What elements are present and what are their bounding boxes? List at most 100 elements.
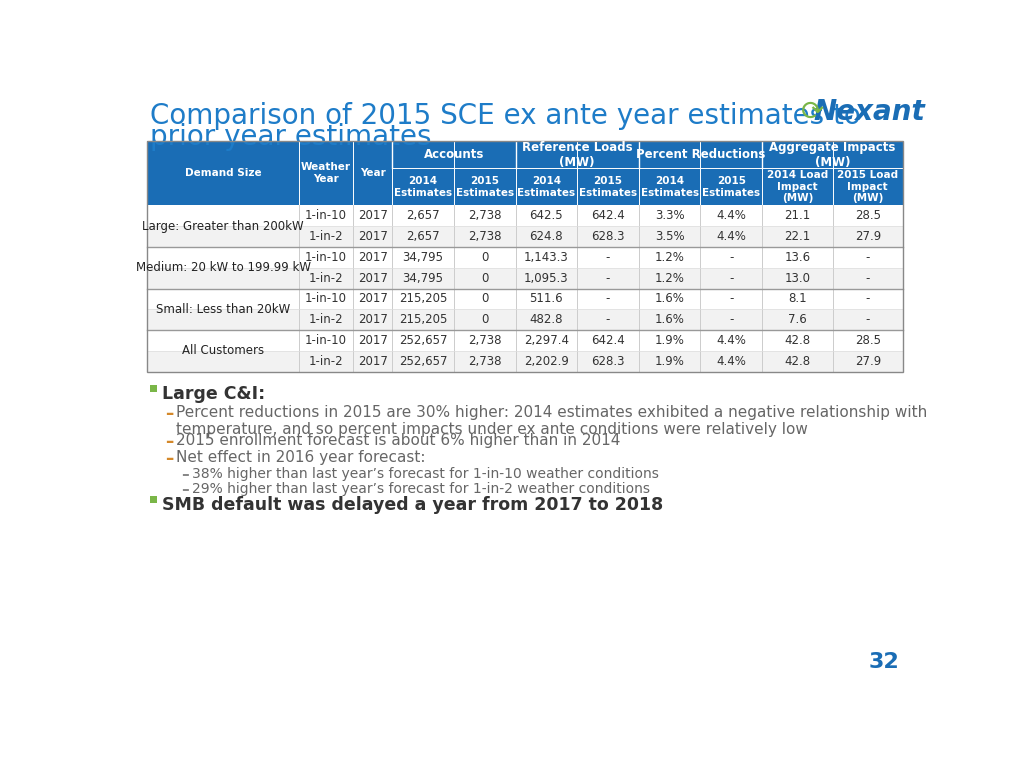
- Text: 2017: 2017: [358, 334, 388, 347]
- Text: Small: Less than 20kW: Small: Less than 20kW: [156, 303, 290, 316]
- Text: 2015 Load
Impact
(MW): 2015 Load Impact (MW): [838, 170, 898, 204]
- Bar: [147, 310, 903, 330]
- Text: 1.6%: 1.6%: [654, 313, 685, 326]
- Text: 1-in-2: 1-in-2: [309, 313, 343, 326]
- Text: 2017: 2017: [358, 251, 388, 264]
- Text: 3.3%: 3.3%: [654, 209, 684, 222]
- Text: 252,657: 252,657: [398, 355, 447, 368]
- Text: 215,205: 215,205: [398, 293, 447, 306]
- Bar: [147, 226, 903, 247]
- Text: –: –: [180, 467, 188, 482]
- Bar: [147, 268, 903, 289]
- Text: 1-in-2: 1-in-2: [309, 355, 343, 368]
- Text: 2014
Estimates: 2014 Estimates: [641, 176, 698, 197]
- Bar: [147, 141, 903, 372]
- Text: Nexant: Nexant: [813, 98, 925, 126]
- Text: Accounts: Accounts: [424, 148, 484, 161]
- Text: 628.3: 628.3: [591, 230, 625, 243]
- Text: 1-in-10: 1-in-10: [305, 293, 347, 306]
- Text: 215,205: 215,205: [398, 313, 447, 326]
- Text: Percent reductions in 2015 are 30% higher: 2014 estimates exhibited a negative r: Percent reductions in 2015 are 30% highe…: [176, 405, 928, 437]
- Text: -: -: [865, 272, 870, 285]
- Text: 2014
Estimates: 2014 Estimates: [394, 176, 452, 197]
- Text: -: -: [606, 251, 610, 264]
- Text: 2017: 2017: [358, 355, 388, 368]
- Text: 1-in-10: 1-in-10: [305, 334, 347, 347]
- Text: 2,738: 2,738: [468, 230, 502, 243]
- Text: 21.1: 21.1: [784, 209, 810, 222]
- Text: 1.6%: 1.6%: [654, 293, 685, 306]
- Text: 2,657: 2,657: [407, 209, 440, 222]
- Text: 1.2%: 1.2%: [654, 272, 685, 285]
- Text: Net effect in 2016 year forecast:: Net effect in 2016 year forecast:: [176, 450, 426, 465]
- Text: 2017: 2017: [358, 209, 388, 222]
- Text: ⟳: ⟳: [801, 98, 824, 126]
- Text: 1.9%: 1.9%: [654, 334, 685, 347]
- Text: Year: Year: [360, 168, 386, 178]
- Text: 642.5: 642.5: [529, 209, 563, 222]
- Text: –: –: [165, 405, 173, 422]
- Text: 1.9%: 1.9%: [654, 355, 685, 368]
- Text: 1,095.3: 1,095.3: [524, 272, 568, 285]
- Bar: [147, 205, 903, 226]
- Text: 2015
Estimates: 2015 Estimates: [456, 176, 514, 197]
- Text: Percent Reductions: Percent Reductions: [636, 148, 765, 161]
- Text: 2,738: 2,738: [468, 334, 502, 347]
- Text: 511.6: 511.6: [529, 293, 563, 306]
- Text: 624.8: 624.8: [529, 230, 563, 243]
- Bar: [150, 496, 157, 503]
- Text: -: -: [729, 293, 733, 306]
- Text: 2017: 2017: [358, 272, 388, 285]
- Text: 2,202.9: 2,202.9: [524, 355, 568, 368]
- Text: 1-in-2: 1-in-2: [309, 272, 343, 285]
- Text: 3.5%: 3.5%: [654, 230, 684, 243]
- Text: Aggregate Impacts
(MW): Aggregate Impacts (MW): [769, 141, 896, 168]
- Text: –: –: [180, 482, 188, 497]
- Text: 34,795: 34,795: [402, 251, 443, 264]
- Text: –: –: [165, 433, 173, 452]
- Text: -: -: [729, 313, 733, 326]
- Text: 2,738: 2,738: [468, 209, 502, 222]
- Text: –: –: [165, 450, 173, 468]
- Text: 0: 0: [481, 272, 488, 285]
- Text: 38% higher than last year’s forecast for 1-in-10 weather conditions: 38% higher than last year’s forecast for…: [191, 467, 658, 481]
- Bar: [147, 141, 903, 205]
- Text: -: -: [865, 251, 870, 264]
- Text: 2,297.4: 2,297.4: [524, 334, 568, 347]
- Text: 4.4%: 4.4%: [717, 334, 746, 347]
- Text: prior year estimates: prior year estimates: [150, 123, 431, 151]
- Text: Medium: 20 kW to 199.99 kW: Medium: 20 kW to 199.99 kW: [135, 261, 310, 274]
- Text: Demand Size: Demand Size: [184, 168, 261, 178]
- Text: 28.5: 28.5: [855, 209, 881, 222]
- Text: 1-in-10: 1-in-10: [305, 209, 347, 222]
- Text: 2017: 2017: [358, 293, 388, 306]
- Text: Weather
Year: Weather Year: [301, 162, 351, 184]
- Bar: [147, 247, 903, 268]
- Bar: [150, 385, 157, 392]
- Text: Reference Loads
(MW): Reference Loads (MW): [522, 141, 633, 168]
- Text: -: -: [729, 251, 733, 264]
- Bar: [147, 330, 903, 351]
- Text: -: -: [606, 272, 610, 285]
- Text: 2014
Estimates: 2014 Estimates: [517, 176, 575, 197]
- Text: 8.1: 8.1: [788, 293, 807, 306]
- Text: 4.4%: 4.4%: [717, 230, 746, 243]
- Text: 1-in-10: 1-in-10: [305, 251, 347, 264]
- Text: 28.5: 28.5: [855, 334, 881, 347]
- Text: All Customers: All Customers: [182, 344, 264, 357]
- Text: 2014 Load
Impact
(MW): 2014 Load Impact (MW): [767, 170, 828, 204]
- Text: 2017: 2017: [358, 313, 388, 326]
- Text: 642.4: 642.4: [591, 334, 625, 347]
- Text: 0: 0: [481, 313, 488, 326]
- Text: 2,657: 2,657: [407, 230, 440, 243]
- Text: -: -: [865, 313, 870, 326]
- Text: 32: 32: [868, 652, 899, 672]
- Text: 13.0: 13.0: [784, 272, 810, 285]
- Text: 0: 0: [481, 293, 488, 306]
- Text: SMB default was delayed a year from 2017 to 2018: SMB default was delayed a year from 2017…: [162, 496, 664, 515]
- Text: 2015
Estimates: 2015 Estimates: [579, 176, 637, 197]
- Text: 2015 enrollment forecast is about 6% higher than in 2014: 2015 enrollment forecast is about 6% hig…: [176, 433, 621, 449]
- Text: 27.9: 27.9: [855, 355, 881, 368]
- Text: 29% higher than last year’s forecast for 1-in-2 weather conditions: 29% higher than last year’s forecast for…: [191, 482, 649, 496]
- Bar: [147, 289, 903, 310]
